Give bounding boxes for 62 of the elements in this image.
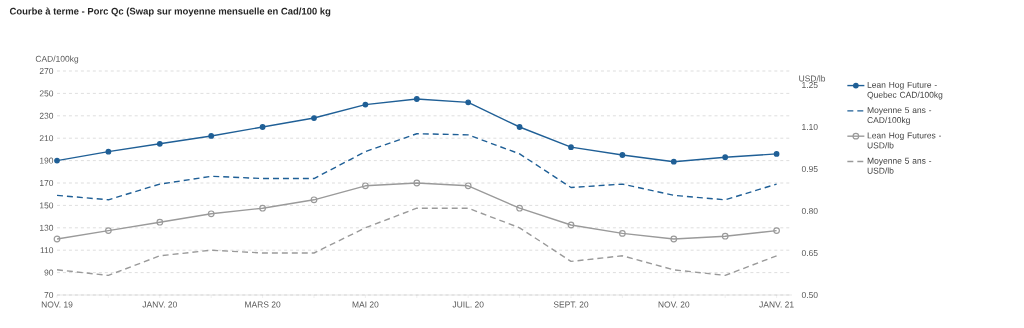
- y2-tick-label: 1.10: [802, 124, 818, 130]
- point: [721, 232, 729, 240]
- x-tick-label: MARS 20: [245, 301, 281, 308]
- point: [413, 96, 420, 102]
- point: [722, 154, 729, 161]
- y2-tick-label: 0.95: [801, 166, 818, 172]
- legend-label: Moyenne 5 ans - USD/lb: [867, 157, 932, 174]
- point: [619, 152, 626, 158]
- point: [464, 182, 472, 190]
- point: [156, 218, 164, 226]
- point: [465, 99, 472, 106]
- y2-tick-label: 0.80: [801, 208, 818, 214]
- y-tick-label: 250: [39, 90, 54, 97]
- point: [773, 150, 780, 157]
- point: [516, 204, 523, 212]
- point: [567, 221, 575, 229]
- x-tick-label: JANV. 21: [759, 301, 794, 308]
- line-series: [57, 133, 778, 201]
- point: [568, 144, 574, 151]
- point: [259, 204, 266, 212]
- y2-tick-label: 1.25: [802, 82, 818, 88]
- y-tick-label: 130: [39, 224, 54, 231]
- y-tick-label: 90: [44, 269, 54, 276]
- point: [362, 101, 369, 108]
- point: [156, 140, 163, 147]
- point: [619, 230, 626, 237]
- y-tick-label: 150: [39, 202, 54, 209]
- point: [413, 179, 421, 187]
- y-tick-label: 270: [39, 68, 54, 74]
- point: [54, 157, 60, 164]
- point: [105, 227, 112, 234]
- chart-title: Courbe à terme - Porc Qc (Swap sur moyenne mensuelle en Cad/100 kg: [9, 7, 331, 17]
- y2-tick-label: 0.50: [801, 292, 818, 298]
- point: [311, 115, 317, 121]
- y-tick-label: 70: [44, 292, 54, 298]
- y2-axis-title: USD/lb: [799, 75, 826, 82]
- y-tick-label: 230: [39, 112, 54, 119]
- x-tick-label: SEPT. 20: [553, 301, 589, 308]
- y-tick-label: 210: [39, 135, 54, 142]
- legend-label: Moyenne 5 ans - CAD/100kg: [867, 107, 932, 125]
- x-tick-label: JUIL. 20: [452, 301, 484, 308]
- point: [516, 124, 523, 130]
- point: [207, 210, 215, 218]
- y-axis-title: CAD/100kg: [35, 55, 79, 64]
- x-tick-label: NOV. 20: [658, 301, 690, 308]
- point: [208, 133, 215, 139]
- point: [362, 182, 369, 190]
- x-tick-label: MAI 20: [352, 301, 379, 308]
- point: [259, 124, 266, 130]
- point: [670, 235, 678, 243]
- point: [670, 158, 677, 165]
- x-tick-label: JANV. 20: [142, 301, 177, 308]
- line-series: [57, 207, 778, 277]
- y2-tick-label: 0.65: [801, 250, 818, 256]
- y-tick-label: 110: [40, 247, 54, 254]
- legend-label: Lean Hog Future - Quebec CAD/100kg: [867, 81, 943, 100]
- y-tick-label: 170: [39, 180, 54, 186]
- point: [105, 148, 112, 155]
- x-tick-label: NOV. 19: [41, 301, 73, 308]
- legend-label: Lean Hog Futures - USD/lb: [867, 132, 942, 149]
- point: [310, 196, 318, 204]
- y-tick-label: 190: [39, 157, 54, 164]
